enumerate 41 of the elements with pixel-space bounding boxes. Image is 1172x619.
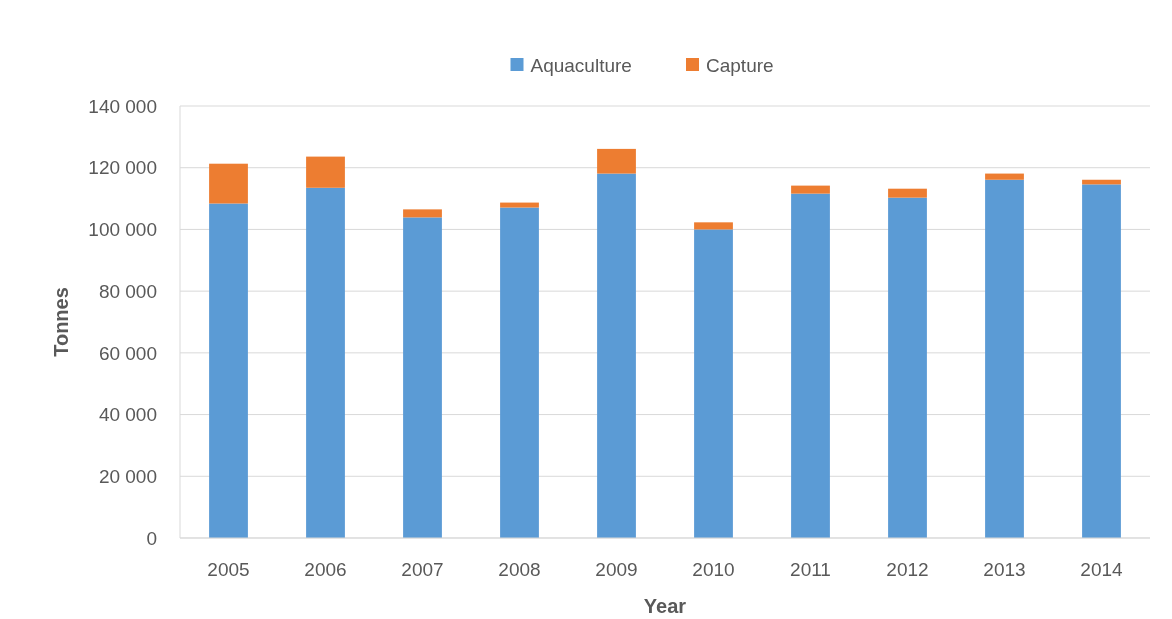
y-tick-label: 60 000 <box>98 342 157 364</box>
y-tick-label: 140 000 <box>88 95 157 117</box>
y-axis-title: Tonnes <box>50 287 72 357</box>
x-tick-label: 2005 <box>207 559 250 580</box>
bar <box>985 173 1024 180</box>
bar <box>306 156 345 188</box>
bar <box>209 203 248 538</box>
bar <box>694 229 733 538</box>
bar <box>500 202 539 208</box>
x-tick-label: 2008 <box>498 559 541 580</box>
x-tick-label: 2010 <box>692 559 735 580</box>
x-tick-label: 2011 <box>790 559 831 580</box>
bar <box>694 222 733 230</box>
bar <box>1082 184 1121 538</box>
bar <box>791 193 830 538</box>
bar <box>403 209 442 218</box>
x-tick-label: 2006 <box>304 559 347 580</box>
bar <box>888 188 927 198</box>
x-tick-label: 2013 <box>983 559 1026 580</box>
x-tick-label: 2012 <box>886 559 929 580</box>
bar <box>597 148 636 174</box>
y-tick-label: 100 000 <box>88 219 157 241</box>
legend-label: Aquaculture <box>530 54 632 76</box>
bar <box>791 185 830 194</box>
bar <box>888 197 927 538</box>
bar <box>209 163 248 204</box>
y-tick-label: 40 000 <box>98 404 157 426</box>
x-axis-title: Year <box>643 595 687 617</box>
x-tick-label: 2007 <box>401 559 444 580</box>
y-tick-label: 20 000 <box>98 465 157 487</box>
x-tick-label: 2014 <box>1080 559 1124 580</box>
bar <box>306 187 345 538</box>
bar <box>985 179 1024 538</box>
legend-label: Capture <box>706 54 774 76</box>
y-tick-label: 120 000 <box>88 157 157 179</box>
bar <box>597 173 636 538</box>
bar <box>403 217 442 538</box>
y-tick-label: 80 000 <box>98 280 157 302</box>
x-tick-label: 2009 <box>595 559 638 580</box>
y-tick-label: 0 <box>146 527 157 549</box>
bar <box>500 207 539 538</box>
